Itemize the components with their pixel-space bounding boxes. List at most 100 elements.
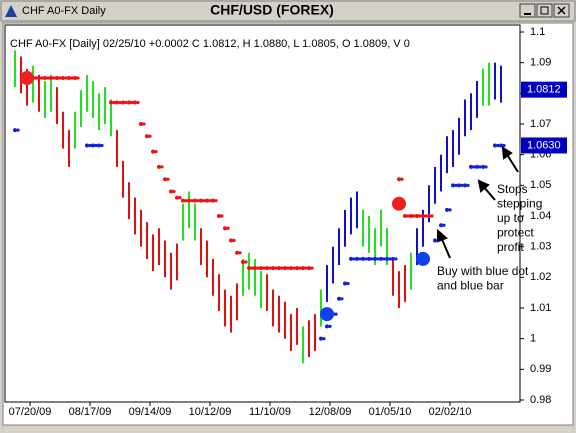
stop-dot — [319, 336, 323, 341]
stop-dot — [496, 143, 500, 148]
stop-dot — [325, 324, 329, 329]
y-tick-label: 0.98 — [530, 394, 551, 406]
stop-dot — [370, 257, 374, 261]
window-title: CHF A0-FX Daily — [22, 5, 106, 17]
stop-dot — [91, 143, 95, 148]
stop-dot — [310, 266, 314, 270]
stop-dot — [328, 324, 332, 328]
annotation: up to — [497, 211, 524, 225]
stop-dot — [160, 165, 164, 169]
y-tick-label: 1.03 — [530, 241, 551, 253]
stop-dot — [379, 256, 383, 261]
chart-title: CHF/USD (FOREX) — [210, 2, 334, 18]
stop-dot — [154, 150, 158, 154]
stop-dot — [40, 76, 44, 80]
stop-dot — [190, 199, 194, 203]
stop-dot — [286, 266, 290, 270]
stop-dot — [100, 143, 104, 148]
stop-dot — [157, 164, 161, 169]
stop-dot — [166, 177, 170, 181]
annotation: Stops — [497, 182, 528, 196]
stop-dot — [163, 177, 167, 182]
minimize-button[interactable] — [519, 3, 536, 18]
stop-dot — [346, 281, 350, 286]
stop-dot — [232, 238, 236, 243]
x-tick-label: 10/12/09 — [189, 406, 232, 418]
x-tick-label: 07/20/09 — [9, 406, 52, 418]
stop-dot — [367, 256, 371, 261]
stop-dot — [148, 134, 152, 138]
stop-dot — [409, 214, 413, 218]
stop-dot — [205, 198, 209, 203]
stop-dot — [400, 177, 404, 181]
y-tick-label: 1.01 — [530, 302, 551, 314]
signal-dot — [20, 71, 34, 85]
annotation: protect — [497, 226, 534, 240]
stop-dot — [253, 266, 257, 271]
stop-dot — [484, 165, 488, 169]
stop-dot — [64, 76, 68, 80]
stop-dot — [250, 266, 254, 270]
stop-dot — [139, 122, 143, 126]
stop-dot — [280, 266, 284, 270]
stop-dot — [238, 251, 242, 255]
window-buttons — [519, 3, 570, 18]
stop-dot — [385, 256, 389, 261]
maximize-button[interactable] — [536, 3, 553, 18]
stop-dot — [46, 76, 50, 80]
stop-dot — [52, 76, 56, 80]
stop-dot — [133, 100, 137, 105]
stop-dot — [256, 266, 260, 270]
stop-dot — [349, 256, 353, 261]
stop-dot — [271, 266, 275, 271]
stop-dot — [76, 76, 80, 80]
stop-dot — [118, 100, 122, 105]
stop-dot — [94, 143, 98, 148]
stop-dot — [373, 256, 377, 261]
stop-dot — [481, 164, 485, 169]
stop-dot — [187, 198, 191, 203]
stop-dot — [394, 257, 398, 261]
stop-dot — [337, 296, 341, 301]
stop-dot — [304, 266, 308, 270]
stop-dot — [142, 122, 146, 126]
stop-dot — [352, 257, 356, 261]
stop-dot — [448, 208, 452, 212]
x-tick-label: 08/17/09 — [69, 406, 112, 418]
stop-dot — [355, 256, 359, 261]
arrow-head — [437, 228, 448, 243]
x-tick-label: 02/02/10 — [429, 406, 472, 418]
stop-dot — [124, 100, 128, 105]
stop-dot — [265, 266, 269, 271]
stop-dot — [13, 128, 17, 133]
stop-dot — [136, 100, 140, 105]
stop-dot — [427, 214, 431, 218]
stop-dot — [112, 100, 116, 105]
y-tick-label: 1.1 — [530, 26, 545, 38]
stop-dot — [421, 214, 425, 218]
stop-dot — [469, 164, 473, 169]
stop-dot — [298, 266, 302, 270]
stop-dot — [226, 226, 230, 230]
stop-dot — [73, 76, 77, 80]
arrow-head — [501, 146, 513, 160]
x-tick-label: 01/05/10 — [369, 406, 412, 418]
signal-dot — [392, 196, 406, 211]
stop-dot — [127, 100, 131, 105]
stop-dot — [418, 214, 422, 218]
stop-dot — [34, 76, 38, 80]
stop-dot — [376, 257, 380, 261]
stop-dot — [172, 189, 176, 194]
stop-dot — [451, 183, 455, 188]
stop-dot — [391, 256, 395, 261]
stop-dot — [49, 76, 53, 80]
x-tick-label: 11/10/09 — [249, 406, 291, 418]
stop-dot — [259, 266, 263, 271]
stop-dot — [88, 143, 92, 148]
stop-dot — [220, 214, 224, 218]
stop-dot — [214, 199, 218, 203]
stop-dot — [364, 257, 368, 261]
stop-dot — [454, 183, 458, 187]
stop-dot — [322, 337, 326, 341]
stop-dot — [262, 266, 266, 270]
